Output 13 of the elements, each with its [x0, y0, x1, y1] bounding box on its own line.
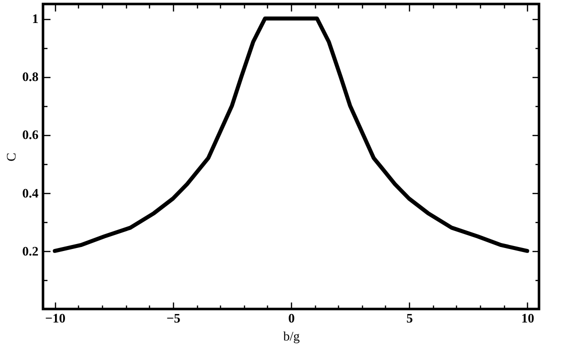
y-tick-label: 0.4 — [22, 185, 39, 200]
y-axis-title: C — [3, 152, 18, 162]
y-tick-label: 0.6 — [22, 127, 39, 142]
y-tick-label: 1 — [32, 11, 38, 26]
x-tick-label: 10 — [521, 310, 534, 326]
x-axis-title: b/g — [283, 328, 300, 344]
x-tick-label: 0 — [288, 310, 295, 326]
y-tick-label: 0.8 — [22, 69, 39, 84]
y-tick-label: 0.2 — [22, 243, 38, 258]
x-tick-label: −5 — [166, 310, 181, 326]
line-series — [52, 16, 530, 253]
x-tick-label: −10 — [45, 310, 66, 326]
x-tick-label: 5 — [406, 310, 414, 326]
